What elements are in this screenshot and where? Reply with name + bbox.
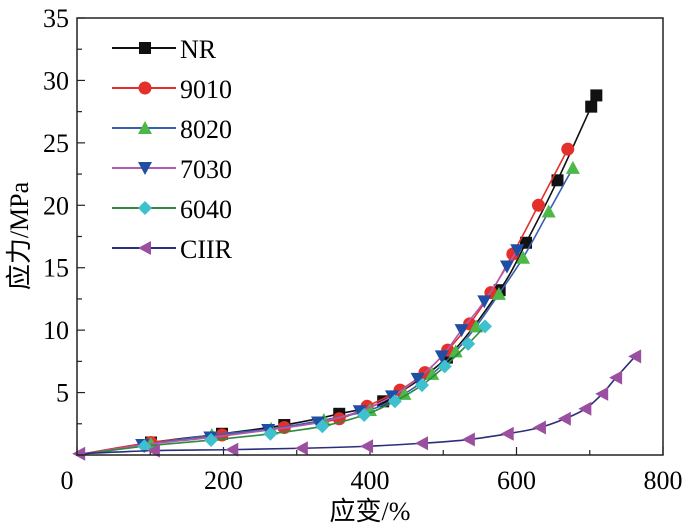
marker-square (585, 100, 598, 113)
marker-triangle-left (225, 442, 239, 457)
marker-triangle-left (532, 420, 546, 435)
marker-triangle-down (352, 405, 367, 419)
marker-triangle-left (500, 426, 514, 441)
x-tick-label: 0 (61, 466, 74, 495)
marker-triangle-up (541, 204, 556, 218)
y-tick-label: 15 (43, 254, 69, 283)
marker-triangle-up (397, 386, 412, 400)
marker-square (551, 174, 564, 187)
y-tick-label: 20 (43, 191, 69, 220)
legend: NR 9010 8020 7030 6040 CIIR (112, 35, 233, 264)
series-NR (76, 89, 603, 456)
marker-triangle-down (384, 390, 399, 404)
series-line (79, 355, 636, 455)
marker-triangle-left (360, 439, 374, 454)
marker-diamond (478, 319, 493, 334)
marker-triangle-left (146, 443, 160, 458)
y-tick-label: 30 (43, 66, 69, 95)
marker-diamond (437, 359, 452, 374)
legend-label: 7030 (180, 155, 232, 184)
marker-triangle-left (294, 441, 308, 456)
y-tick-label: 35 (43, 4, 69, 33)
series-CIIR (72, 349, 642, 461)
marker-triangle-down (499, 260, 514, 274)
marker-circle (561, 142, 575, 156)
marker-triangle-up (491, 286, 506, 300)
marker-square (590, 89, 603, 102)
marker-triangle-up (425, 366, 440, 380)
x-tick-label: 800 (644, 466, 683, 495)
x-tick-labels: 0 200 400 600 800 (61, 466, 683, 495)
legend-label: CIIR (180, 235, 233, 264)
marker-triangle-down (310, 416, 325, 430)
marker-triangle-left (609, 370, 623, 385)
x-tick-label: 400 (351, 466, 390, 495)
series-line (76, 167, 574, 456)
marker-triangle-down (477, 295, 492, 309)
axis-ticks (76, 17, 664, 456)
y-tick-label: 10 (43, 316, 69, 345)
marker-triangle-left (578, 401, 592, 416)
legend-label: NR (180, 35, 217, 64)
marker-triangle-left (461, 432, 475, 447)
legend-label: 6040 (180, 195, 232, 224)
marker-diamond (204, 433, 219, 448)
y-axis-title: 应力/MPa (5, 181, 34, 290)
series-line (76, 95, 598, 456)
series-8020 (76, 160, 580, 456)
x-tick-label: 600 (497, 466, 536, 495)
marker-triangle-left (557, 411, 571, 426)
marker-triangle-left (628, 349, 642, 364)
marker-diamond (461, 336, 476, 351)
marker-diamond (137, 439, 152, 454)
legend-marker (138, 241, 151, 255)
marker-triangle-left (415, 436, 429, 451)
legend-marker (138, 162, 152, 175)
y-tick-labels: 5 10 15 20 25 30 35 (43, 4, 69, 408)
marker-diamond (415, 378, 430, 393)
marker-diamond (357, 408, 372, 423)
marker-triangle-down (454, 324, 469, 338)
marker-triangle-up (469, 319, 484, 333)
y-tick-label: 25 (43, 129, 69, 158)
series-group (72, 89, 642, 461)
marker-triangle-down (434, 350, 449, 364)
x-axis-title: 应变/% (330, 497, 411, 526)
marker-triangle-up (565, 160, 580, 174)
legend-label: 9010 (180, 75, 232, 104)
legend-marker (138, 201, 152, 215)
series-6040 (76, 319, 493, 456)
legend-marker (138, 81, 152, 95)
series-line (76, 325, 486, 456)
marker-triangle-up (516, 250, 531, 264)
legend-marker (138, 121, 152, 134)
plot-frame (76, 17, 664, 456)
marker-diamond (315, 419, 330, 434)
marker-diamond (263, 426, 278, 441)
marker-triangle-down (410, 372, 425, 386)
x-tick-label: 200 (204, 466, 243, 495)
marker-diamond (387, 394, 402, 409)
marker-circle (531, 198, 545, 212)
legend-marker (139, 42, 151, 54)
marker-triangle-left (595, 386, 609, 401)
marker-triangle-up (448, 344, 463, 358)
marker-triangle-left (72, 446, 86, 461)
marker-triangle-down (510, 244, 525, 258)
legend-label: 8020 (180, 115, 232, 144)
y-tick-label: 5 (56, 379, 69, 408)
